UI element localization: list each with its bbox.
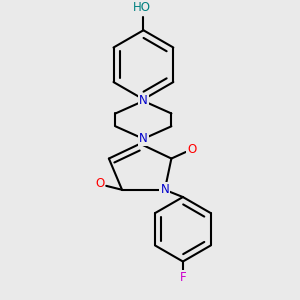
Text: HO: HO [133, 1, 151, 14]
Text: O: O [95, 177, 104, 190]
Text: N: N [139, 94, 148, 107]
Text: O: O [187, 143, 196, 156]
Text: N: N [139, 132, 148, 145]
Text: N: N [160, 183, 169, 196]
Text: F: F [180, 271, 186, 284]
